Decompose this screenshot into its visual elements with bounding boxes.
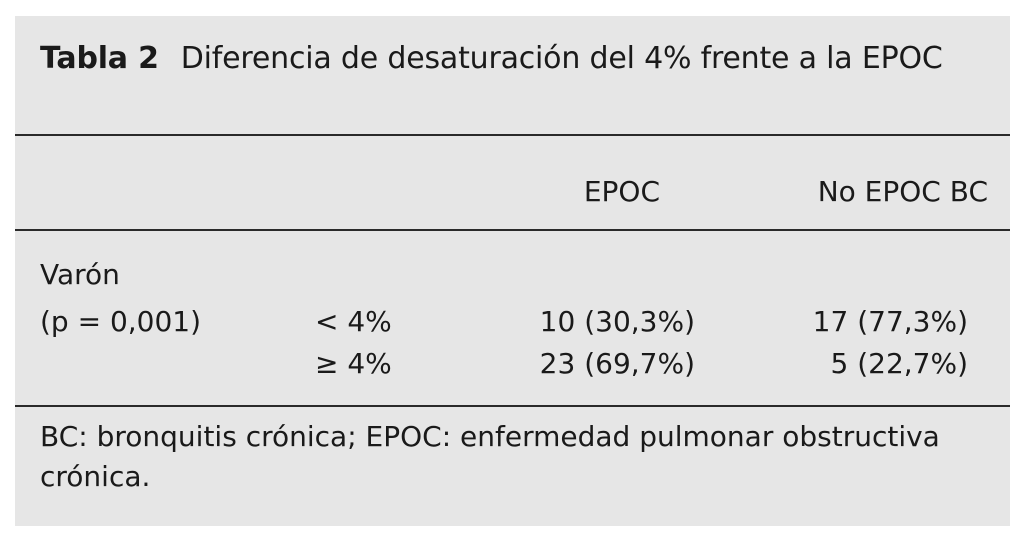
row-threshold: < 4% xyxy=(315,305,392,338)
table-panel: Tabla 2 Diferencia de desaturación del 4%… xyxy=(15,16,1010,526)
table-title: Diferencia de desaturación del 4% frente… xyxy=(180,41,943,76)
group-label: Varón xyxy=(40,258,120,291)
header-rule xyxy=(15,229,1010,231)
row-threshold: ≥ 4% xyxy=(315,347,392,380)
table-footnote: BC: bronquitis crónica; EPOC: enfermedad… xyxy=(40,420,940,493)
table-label: Tabla 2 xyxy=(40,41,159,76)
p-value: (p = 0,001) xyxy=(40,305,202,338)
row-epoc-value: 23 (69,7%) xyxy=(539,347,695,380)
bottom-rule xyxy=(15,405,1010,407)
table-caption: Tabla 2 Diferencia de desaturación del 4%… xyxy=(40,36,943,82)
row-no-epoc-bc-value: 17 (77,3%) xyxy=(812,305,968,338)
column-header-no-epoc-bc: No EPOC BC xyxy=(817,175,988,208)
row-epoc-value: 10 (30,3%) xyxy=(539,305,695,338)
top-rule xyxy=(15,134,1010,136)
column-header-epoc: EPOC xyxy=(583,175,660,208)
row-no-epoc-bc-value: 5 (22,7%) xyxy=(830,347,968,380)
